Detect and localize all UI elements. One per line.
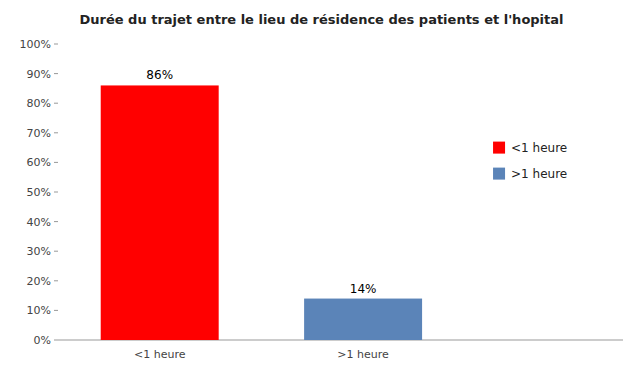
y-tick [54,103,58,104]
y-tick [54,132,58,133]
legend-label: >1 heure [511,167,567,181]
y-tick-label: 30% [27,245,51,258]
y-tick [54,280,58,281]
y-tick [54,162,58,163]
legend-label: <1 heure [511,141,567,155]
chart: Durée du trajet entre le lieu de résiden… [0,0,643,376]
legend-swatch [493,168,505,180]
data-label: 86% [146,68,173,82]
y-tick-label: 40% [27,216,51,229]
axes: 0% 10% 20% 30% 40% 50% 60% 70% 80% 90% 100% <1 heur… [20,38,623,361]
y-tick [54,310,58,311]
y-tick-label: 90% [27,68,51,81]
legend-swatch [493,142,505,154]
y-tick-label: 0% [34,334,51,347]
x-tick-label: >1 heure [337,348,389,361]
y-tick-label: 70% [27,127,51,140]
y-tick [54,221,58,222]
legend: <1 heure >1 heure [493,141,567,181]
bar [304,299,422,340]
y-tick-label: 100% [20,38,51,51]
y-tick-label: 80% [27,97,51,110]
bar [101,85,219,340]
title: Durée du trajet entre le lieu de résiden… [79,12,563,27]
y-tick [54,73,58,74]
y-tick [54,44,58,45]
y-tick [54,192,58,193]
y-tick-label: 60% [27,156,51,169]
bars [101,85,422,340]
data-labels: 86% 14% [146,68,376,295]
data-label: 14% [350,282,377,296]
y-tick-label: 10% [27,304,51,317]
y-tick-label: 20% [27,275,51,288]
y-tick [54,340,58,341]
x-tick-label: <1 heure [134,348,186,361]
y-tick [54,251,58,252]
y-tick-label: 50% [27,186,51,199]
